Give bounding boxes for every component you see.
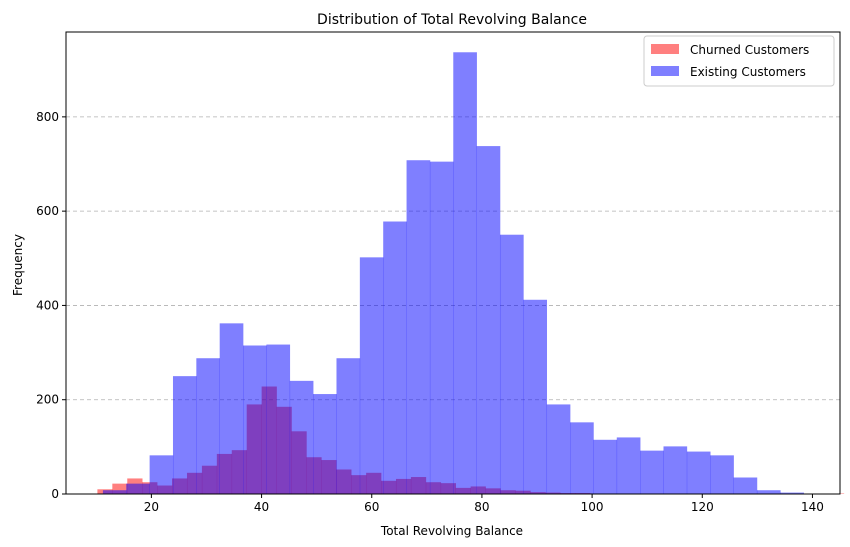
existing-bars (102, 52, 804, 495)
existing-bar (336, 358, 361, 494)
legend-box (643, 35, 835, 87)
legend-label-churned: Churned Customers (690, 43, 809, 57)
y-tick-label: 600 (36, 204, 59, 218)
existing-bar (780, 492, 804, 494)
existing-bar (429, 161, 454, 494)
y-tick-label: 400 (36, 298, 59, 312)
x-tick-label: 80 (474, 500, 489, 514)
y-tick-label: 0 (51, 487, 59, 501)
existing-bar (149, 455, 174, 494)
x-tick-label: 100 (581, 500, 604, 514)
existing-bar (499, 234, 524, 494)
chart-title: Distribution of Total Revolving Balance (317, 12, 587, 28)
existing-bar (406, 160, 431, 494)
existing-bar (593, 439, 618, 494)
existing-bar (710, 455, 734, 494)
legend: Churned Customers Existing Customers (643, 35, 835, 87)
y-axis-ticks: 0 200 400 600 800 (36, 110, 66, 501)
x-tick-label: 60 (364, 500, 379, 514)
legend-swatch-existing (651, 66, 679, 76)
existing-bar (756, 490, 781, 494)
existing-bar (102, 490, 127, 494)
existing-bar (313, 394, 337, 494)
existing-bar (266, 344, 291, 494)
existing-bar (546, 404, 571, 494)
x-axis-label: Total Revolving Balance (380, 524, 523, 538)
existing-bar (570, 422, 594, 494)
existing-bar (196, 358, 220, 494)
legend-label-existing: Existing Customers (690, 65, 806, 79)
existing-bar (359, 257, 384, 494)
existing-bar (172, 376, 197, 494)
x-tick-label: 40 (254, 500, 269, 514)
existing-bar (243, 345, 267, 494)
existing-bar (523, 299, 548, 494)
existing-bar (383, 221, 407, 494)
churned-bar (112, 483, 128, 494)
existing-bar (453, 52, 477, 495)
existing-bar (616, 437, 641, 494)
legend-swatch-churned (651, 44, 679, 54)
existing-bar (640, 450, 664, 494)
existing-bar (219, 323, 244, 494)
existing-bar (289, 380, 314, 494)
existing-bar (126, 483, 150, 494)
existing-bar (733, 477, 758, 494)
existing-bar (686, 451, 711, 494)
y-tick-label: 200 (36, 393, 59, 407)
x-tick-label: 120 (691, 500, 714, 514)
y-tick-label: 800 (36, 110, 59, 124)
x-tick-label: 20 (144, 500, 159, 514)
existing-bar (663, 446, 688, 494)
x-axis-ticks: 20 40 60 80 100 120 140 (144, 494, 824, 514)
existing-bar (476, 146, 501, 495)
plot-frame (65, 31, 841, 495)
y-axis-label: Frequency (11, 234, 25, 296)
x-tick-label: 140 (801, 500, 824, 514)
